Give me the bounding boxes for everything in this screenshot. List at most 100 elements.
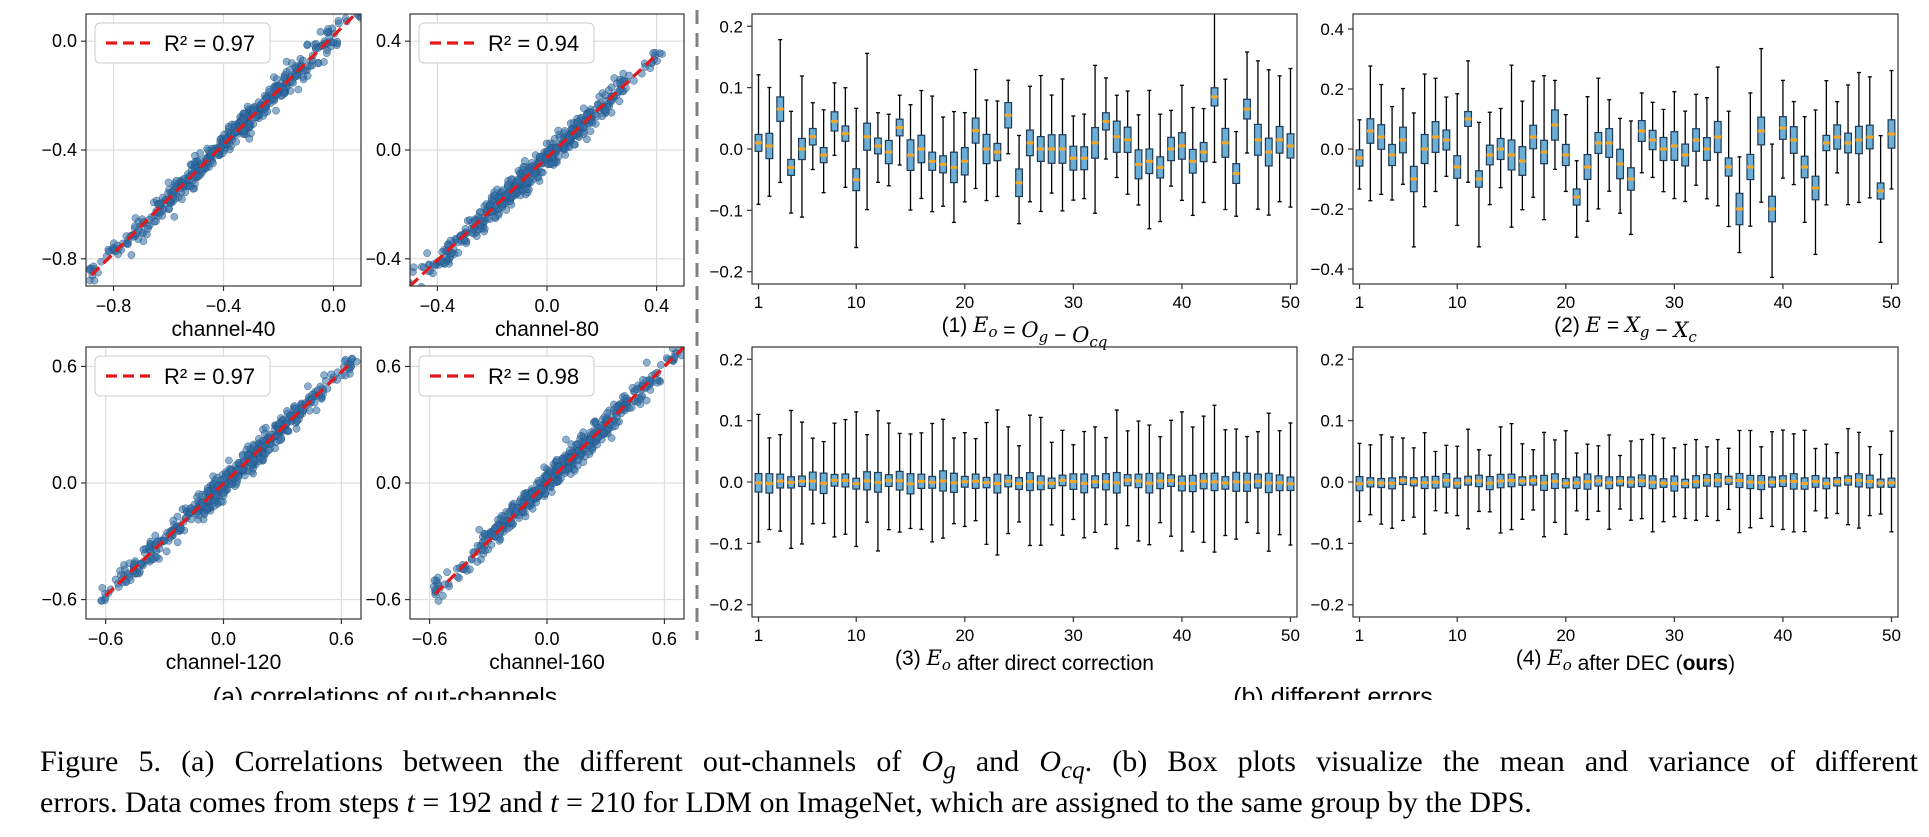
- scatter-point: [357, 14, 361, 22]
- box-29: [1058, 78, 1067, 212]
- scatter-point: [284, 427, 293, 435]
- box-11: [1464, 60, 1473, 183]
- label-part: O: [1021, 318, 1038, 342]
- x-tick-label: 0.0: [534, 629, 559, 649]
- scatter-point: [294, 85, 303, 94]
- boxes: [754, 404, 1295, 556]
- box-13: [1485, 454, 1494, 513]
- scatter-point: [515, 514, 523, 522]
- box-13: [1485, 111, 1494, 206]
- box-32: [1091, 64, 1100, 214]
- scatter-point: [555, 133, 564, 142]
- scatter-point: [155, 200, 163, 209]
- y-tick-label: −0.2: [1310, 596, 1344, 615]
- scatter-point: [203, 487, 212, 495]
- box-26: [1025, 414, 1034, 547]
- box-9: [841, 418, 850, 535]
- box-49: [1876, 134, 1885, 243]
- scatter-point: [262, 423, 270, 432]
- y-tick-label: −0.2: [1310, 200, 1344, 219]
- scatter-point: [239, 115, 248, 123]
- box-32: [1692, 438, 1701, 521]
- box-12: [873, 112, 882, 183]
- scatter-point: [314, 59, 323, 68]
- scatter-point: [653, 378, 661, 387]
- box-panel-4: −0.2 −0.1 0.0 0.1 0.2 1 10 20 30 40 50 (4) Eo after…: [1310, 346, 1901, 675]
- box-49: [1275, 75, 1284, 203]
- box-38: [1757, 47, 1766, 203]
- box-19: [949, 110, 958, 224]
- box-24: [1004, 426, 1013, 535]
- scatter-points: [410, 49, 666, 286]
- label-subscript: g: [1640, 323, 1650, 341]
- box-21: [971, 437, 980, 522]
- scatter-point: [601, 106, 609, 114]
- box-8: [830, 422, 839, 538]
- scatter-point: [454, 248, 463, 257]
- box-15: [906, 433, 915, 530]
- label-subscript: g: [1039, 328, 1049, 346]
- box-32: [1692, 93, 1701, 186]
- scatter-point: [487, 540, 496, 549]
- box-6: [1409, 447, 1418, 518]
- box-21: [1572, 160, 1581, 238]
- box-39: [1167, 419, 1176, 537]
- box-4: [1388, 105, 1397, 201]
- label-part: (3): [895, 647, 927, 670]
- scatter-point: [681, 336, 688, 343]
- fit-line: [90, 14, 358, 277]
- scatter-point: [317, 394, 326, 403]
- box-30: [1670, 447, 1679, 518]
- box-15: [1507, 64, 1516, 228]
- scatter-point: [178, 195, 186, 203]
- y-tick-label: 0.0: [52, 31, 77, 51]
- x-axis-label: channel-80: [495, 318, 599, 341]
- scatter-point: [685, 345, 692, 352]
- scatter-point: [322, 49, 331, 57]
- label-part: E: [1585, 313, 1601, 337]
- y-tick-label: 0.4: [1320, 20, 1344, 39]
- scatter-point: [480, 530, 489, 538]
- y-tick-label: −0.4: [365, 249, 401, 269]
- scatter-point: [548, 159, 556, 168]
- box-6: [808, 437, 817, 525]
- box-44: [1221, 429, 1230, 537]
- scatter-point: [509, 519, 517, 528]
- scatter-point: [122, 578, 130, 586]
- y-tick-label: 0.2: [1320, 350, 1344, 369]
- label-part: O: [1072, 323, 1089, 347]
- box-10: [852, 411, 861, 548]
- y-tick-label: −0.2: [709, 263, 743, 282]
- x-tick-label: 40: [1172, 626, 1191, 645]
- scatter-point: [299, 56, 307, 65]
- panel-label: (3) Eo after direct correction: [895, 646, 1154, 675]
- box-13: [884, 113, 893, 187]
- box-14: [895, 432, 904, 533]
- x-axis-label: channel-40: [172, 318, 276, 341]
- box-40: [1177, 411, 1186, 552]
- box-1: [754, 413, 763, 543]
- legend: R² = 0.97: [94, 355, 271, 397]
- box-2: [1366, 444, 1375, 516]
- scatter-point: [497, 512, 506, 520]
- y-tick-label: 0.2: [1320, 80, 1344, 99]
- box-40: [1778, 429, 1787, 531]
- scatter-point: [475, 525, 484, 534]
- scatter-point: [254, 98, 263, 106]
- scatter-point: [596, 422, 605, 430]
- box-28: [1047, 441, 1056, 526]
- box-37: [1746, 92, 1755, 227]
- x-tick-label: 30: [1064, 626, 1083, 645]
- box-29: [1659, 108, 1668, 193]
- box-18: [1540, 75, 1549, 221]
- x-tick-label: 30: [1665, 293, 1684, 312]
- box-panel-1: −0.2 −0.1 0.0 0.1 0.2 1 10 20 30 40 50 (1) Eo = Og …: [709, 13, 1300, 351]
- scatter-point: [273, 75, 281, 83]
- y-tick-label: 0.2: [719, 350, 743, 369]
- box-37: [1746, 429, 1755, 529]
- scatter-point: [649, 49, 658, 57]
- box-47: [1854, 71, 1863, 204]
- fit-line: [434, 347, 684, 595]
- box-38: [1757, 446, 1766, 519]
